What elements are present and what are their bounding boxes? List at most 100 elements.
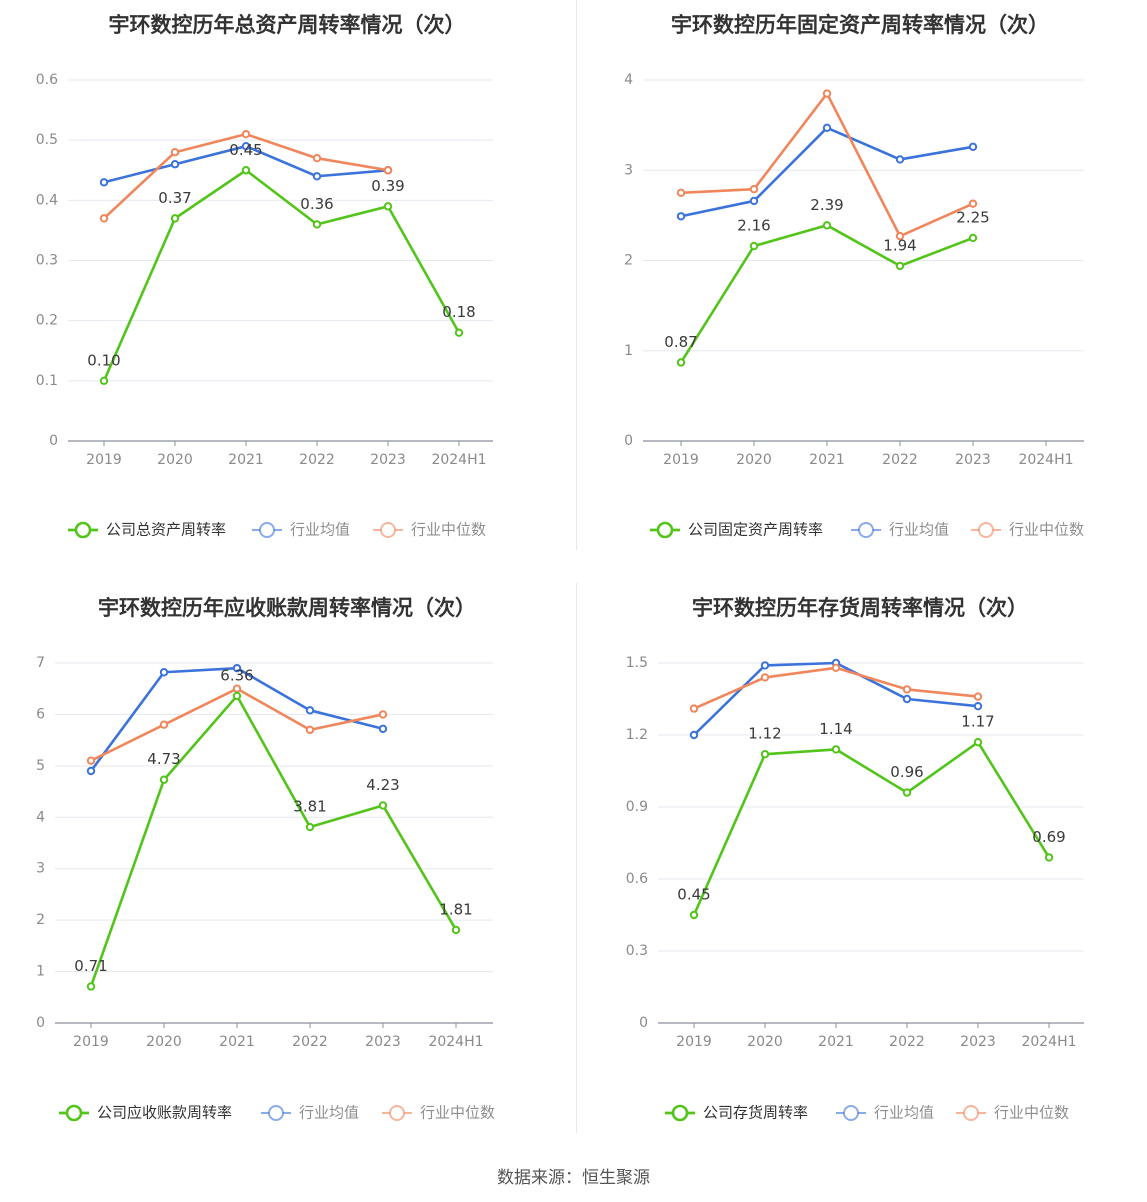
data-point bbox=[86, 756, 96, 765]
data-point bbox=[895, 261, 905, 271]
data-label: 0.45 bbox=[229, 141, 262, 159]
legend-marker bbox=[268, 1105, 284, 1121]
legend-label: 公司固定资产周转率 bbox=[688, 521, 823, 539]
data-point bbox=[86, 982, 96, 991]
y-tick-label: 0.3 bbox=[626, 943, 648, 959]
legend-item: 行业均值 bbox=[851, 521, 949, 539]
chart-inventory-turnover: 宇环数控历年存货周转率情况（次） 0 0.3 0.6 0.9 1.2 1.5 2019 2020… bbox=[573, 583, 1146, 1166]
data-point bbox=[749, 241, 759, 251]
legend-item: 公司存货周转率 bbox=[665, 1104, 808, 1122]
legend-item: 行业中位数 bbox=[971, 521, 1084, 539]
x-tick-label: 2019 bbox=[86, 452, 122, 468]
data-label: 4.23 bbox=[366, 776, 399, 794]
y-tick-label: 0 bbox=[639, 1015, 648, 1031]
data-label: 0.69 bbox=[1032, 828, 1065, 846]
data-point bbox=[451, 925, 461, 935]
data-point bbox=[831, 745, 841, 754]
legend-label: 行业中位数 bbox=[1009, 521, 1084, 539]
y-tick-label: 2 bbox=[624, 253, 633, 269]
series-line bbox=[102, 168, 461, 382]
y-tick-label: 0.3 bbox=[36, 253, 58, 269]
chart-svg: 宇环数控历年总资产周转率情况（次） 0 0.1 0.2 0.3 0.4 0.5 0.6 2019… bbox=[36, 13, 493, 539]
data-point bbox=[676, 212, 686, 221]
legend-item: 行业均值 bbox=[836, 1104, 934, 1122]
legend-item: 公司固定资产周转率 bbox=[650, 521, 823, 539]
x-tick-label: 2023 bbox=[955, 452, 991, 468]
y-tick-label: 3 bbox=[36, 861, 45, 877]
chart-title: 宇环数控历年总资产周转率情况（次） bbox=[109, 13, 466, 37]
legend-marker bbox=[74, 521, 92, 539]
y-tick-label: 6 bbox=[36, 706, 45, 722]
data-point bbox=[159, 775, 169, 784]
data-point bbox=[689, 704, 699, 713]
y-tick-label: 1 bbox=[624, 343, 633, 359]
legend-label: 行业中位数 bbox=[994, 1104, 1069, 1122]
legend-marker bbox=[671, 1104, 689, 1122]
legend-label: 行业均值 bbox=[889, 521, 949, 539]
x-tick-label: 2024H1 bbox=[1021, 1034, 1076, 1050]
legend-marker bbox=[389, 1105, 405, 1121]
y-tick-label: 4 bbox=[624, 72, 633, 88]
x-tick-label: 2022 bbox=[889, 1034, 925, 1050]
data-point bbox=[676, 188, 686, 198]
data-label: 1.17 bbox=[961, 713, 994, 731]
x-tick-label: 2021 bbox=[219, 1034, 255, 1050]
data-point bbox=[170, 148, 180, 157]
data-point bbox=[159, 720, 169, 729]
chart-title: 宇环数控历年应收账款周转率情况（次） bbox=[98, 596, 476, 620]
data-point bbox=[383, 166, 393, 175]
chart-title: 宇环数控历年固定资产周转率情况（次） bbox=[671, 13, 1049, 37]
legend-marker bbox=[858, 522, 874, 538]
data-point bbox=[170, 214, 180, 223]
data-point bbox=[968, 233, 978, 243]
x-tick-label: 2019 bbox=[663, 452, 699, 468]
series-line bbox=[692, 740, 1051, 916]
x-tick-label: 2021 bbox=[818, 1034, 854, 1050]
legend-item: 公司应收账款周转率 bbox=[59, 1104, 232, 1122]
data-point bbox=[689, 730, 699, 740]
data-point bbox=[232, 684, 242, 693]
chart-receivables-turnover: 宇环数控历年应收账款周转率情况（次） 0 1 2 3 4 5 6 7 2019 2020 2021 20… bbox=[0, 583, 573, 1166]
x-tick-label: 2022 bbox=[299, 452, 335, 468]
data-label: 2.39 bbox=[810, 196, 843, 214]
x-tick-label: 2023 bbox=[960, 1034, 996, 1050]
y-tick-label: 0 bbox=[49, 433, 58, 449]
data-point bbox=[968, 199, 978, 208]
x-tick-label: 2020 bbox=[146, 1034, 182, 1050]
data-point bbox=[378, 710, 388, 719]
data-point bbox=[973, 702, 983, 711]
data-point bbox=[902, 694, 912, 704]
legend-label: 公司应收账款周转率 bbox=[97, 1104, 232, 1122]
x-tick-label: 2019 bbox=[676, 1034, 712, 1050]
data-point bbox=[305, 706, 315, 715]
data-label: 0.10 bbox=[87, 351, 120, 369]
data-point bbox=[895, 155, 905, 164]
legend-label: 公司存货周转率 bbox=[703, 1104, 808, 1122]
data-point bbox=[86, 766, 96, 776]
data-label: 0.37 bbox=[158, 189, 191, 207]
y-tick-label: 7 bbox=[36, 655, 45, 671]
data-label: 0.39 bbox=[371, 177, 404, 195]
data-point bbox=[159, 668, 169, 677]
data-label: 6.36 bbox=[220, 666, 253, 684]
data-label: 3.81 bbox=[293, 798, 326, 816]
legend-item: 行业均值 bbox=[252, 521, 350, 539]
data-label: 0.36 bbox=[300, 195, 333, 213]
x-tick-label: 2024H1 bbox=[431, 452, 486, 468]
source-note: 数据来源：恒生聚源 bbox=[497, 1168, 650, 1188]
data-point bbox=[305, 725, 315, 735]
x-tick-label: 2023 bbox=[370, 452, 406, 468]
chart-svg: 宇环数控历年应收账款周转率情况（次） 0 1 2 3 4 5 6 7 2019 2020 2021 20… bbox=[36, 596, 495, 1122]
legend-label: 行业均值 bbox=[299, 1104, 359, 1122]
y-tick-label: 5 bbox=[36, 758, 45, 774]
x-tick-label: 2024H1 bbox=[428, 1034, 483, 1050]
data-label: 0.45 bbox=[677, 886, 710, 904]
data-point bbox=[232, 663, 242, 673]
y-tick-label: 3 bbox=[624, 162, 633, 178]
legend-marker bbox=[65, 1104, 83, 1122]
series-line bbox=[89, 694, 458, 987]
chart-svg: 宇环数控历年固定资产周转率情况（次） 0 1 2 3 4 2019 2020 2021 2022 2… bbox=[624, 13, 1084, 539]
y-tick-label: 0.5 bbox=[36, 132, 58, 148]
x-tick-label: 2020 bbox=[736, 452, 772, 468]
legend-item: 行业中位数 bbox=[956, 1104, 1069, 1122]
